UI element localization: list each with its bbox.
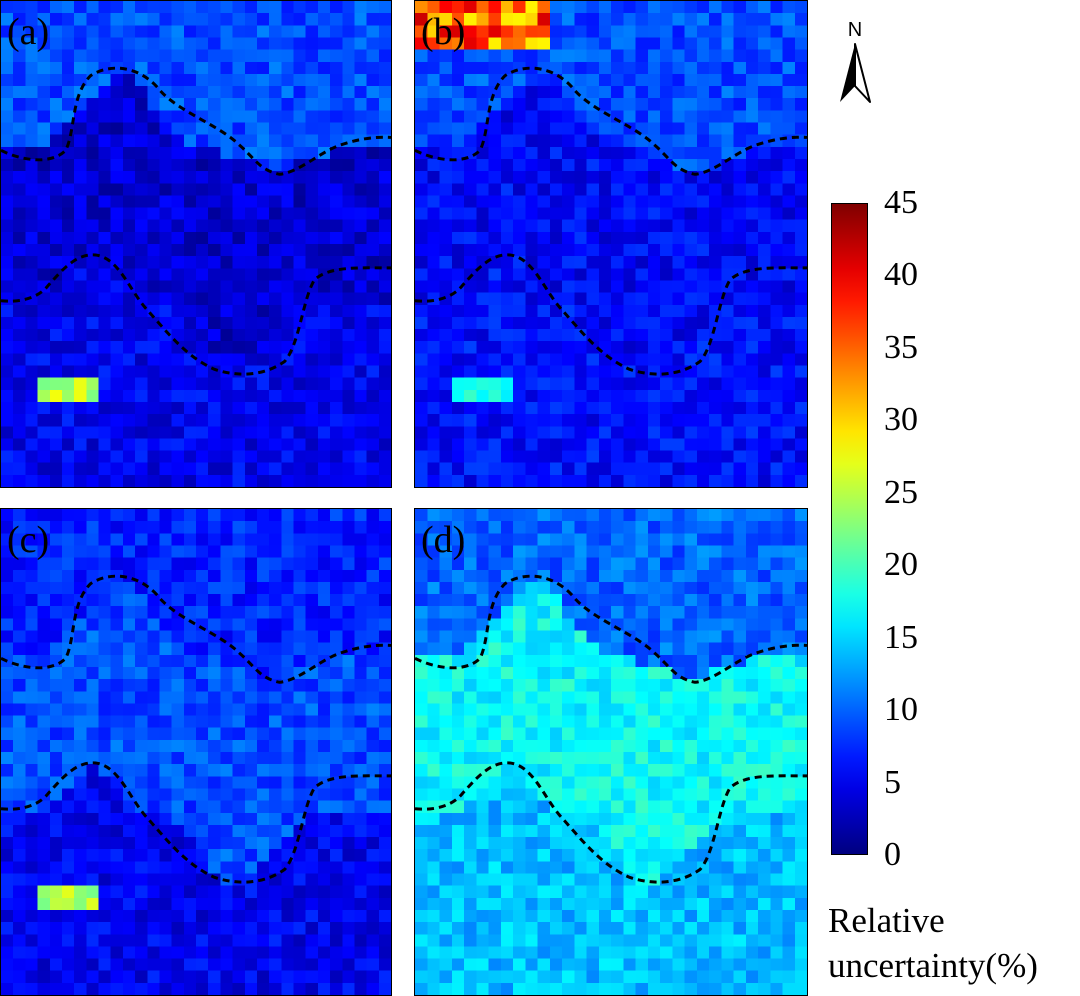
boundary-lines-a (1, 66, 391, 376)
panel-label-c: (c) (7, 519, 50, 561)
uncertainty-raster-b (415, 1, 807, 487)
panel-label-d: (d) (421, 519, 466, 561)
uncertainty-raster-d (415, 509, 807, 995)
colorbar-tick: 30 (884, 401, 918, 438)
colorbar-title: Relative (828, 901, 945, 940)
colorbar-tick: 10 (884, 691, 918, 728)
uncertainty-raster-c (1, 509, 391, 995)
north-arrow-icon: N (840, 19, 871, 103)
boundary-lines-c (1, 574, 391, 884)
map-panel-c: (c) (0, 508, 392, 996)
colorbar-tick: 20 (884, 546, 918, 583)
boundary-lines-b (415, 66, 807, 376)
colorbar-tick: 5 (884, 764, 901, 801)
colorbar-title-unit: uncertainty(%) (828, 946, 1038, 985)
colorbar-tick: 40 (884, 256, 918, 293)
colorbar-tick: 45 (884, 184, 918, 221)
north-label: N (848, 19, 862, 41)
uncertainty-raster-a (1, 1, 391, 487)
map-panel-a: (a) (0, 0, 392, 488)
colorbar (831, 203, 868, 855)
colorbar-tick: 0 (884, 836, 901, 873)
boundary-lines-d (415, 574, 807, 884)
map-panel-d: (d) (414, 508, 808, 996)
panel-label-b: (b) (421, 11, 466, 53)
colorbar-tick: 35 (884, 329, 918, 366)
colorbar-tick: 15 (884, 619, 918, 656)
panel-label-a: (a) (7, 11, 50, 53)
colorbar-tick: 25 (884, 474, 918, 511)
map-panel-b: (b) (414, 0, 808, 488)
